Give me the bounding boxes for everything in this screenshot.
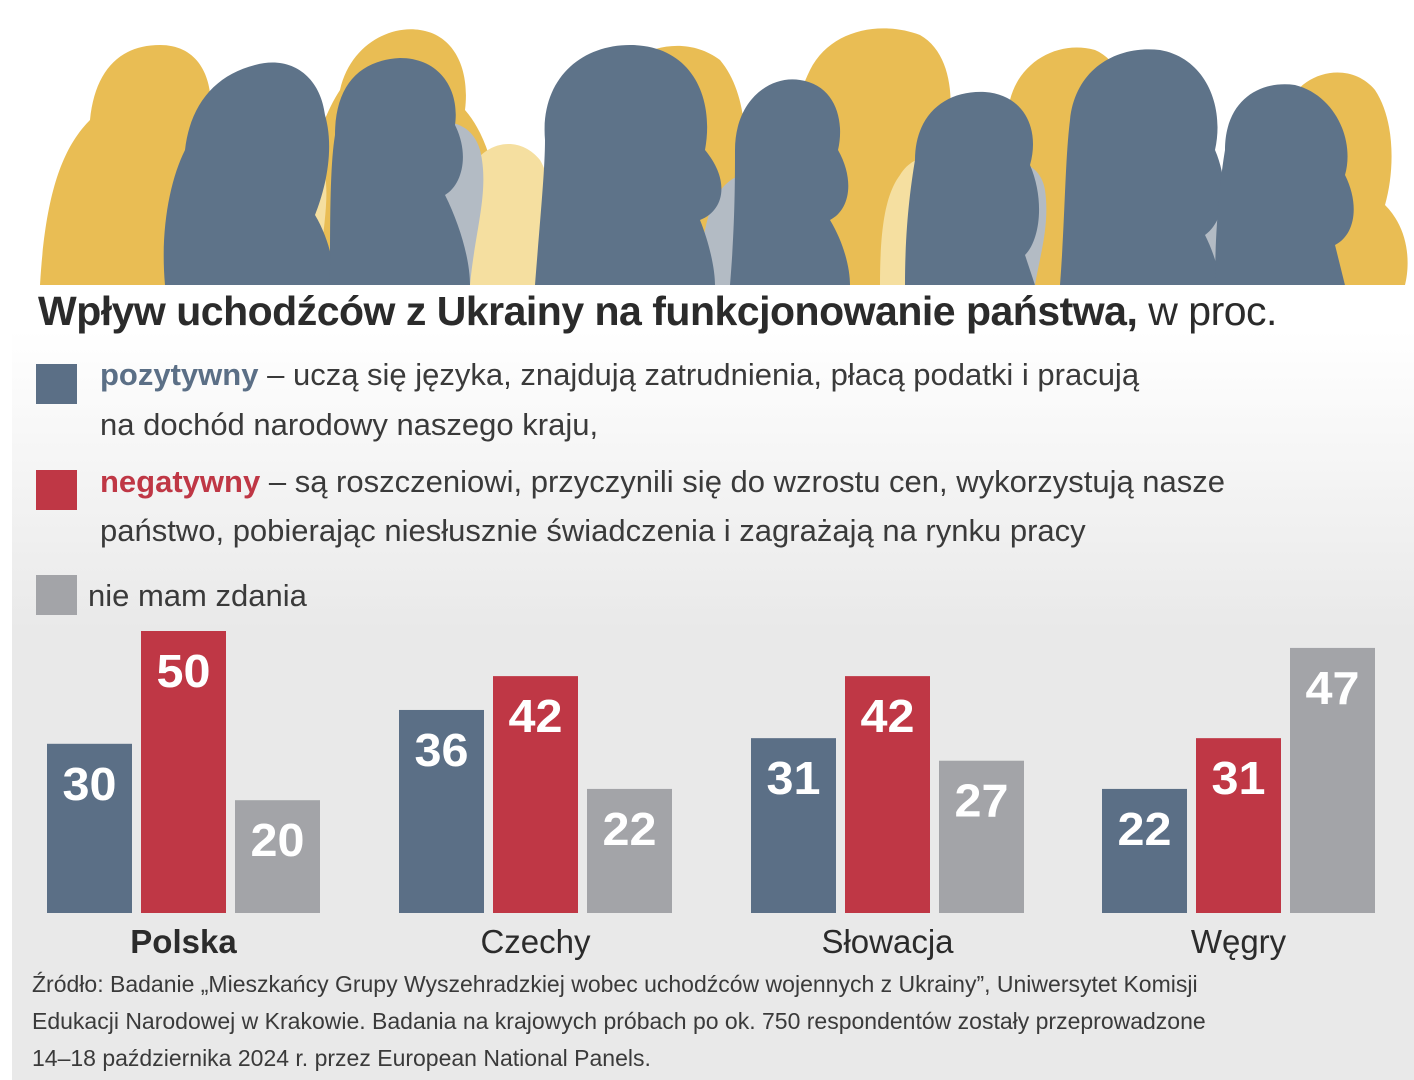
silhouettes-illustration xyxy=(40,28,1408,286)
value-label-wegry-pozytywny: 22 xyxy=(1118,803,1172,855)
legend-positive-key: pozytywny xyxy=(100,357,259,392)
chart-title: Wpływ uchodźców z Ukrainy na funkcjonowa… xyxy=(38,288,1277,335)
value-label-czechy-negatywny: 42 xyxy=(509,690,563,742)
bar-wegry-nie-mam-zdania xyxy=(1290,647,1375,913)
bar-polska-nie-mam-zdania xyxy=(235,800,320,913)
legend-swatch-no-opinion xyxy=(36,575,77,615)
category-label-polska: Polska xyxy=(130,923,237,960)
source-line-3: 14–18 października 2024 r. przez Europea… xyxy=(32,1045,651,1071)
legend-positive-text2: na dochód narodowy naszego kraju, xyxy=(100,407,599,442)
source-line-1: Źródło: Badanie „Mieszkańcy Grupy Wyszeh… xyxy=(32,971,1198,997)
value-label-polska-pozytywny: 30 xyxy=(63,758,117,810)
legend-positive-line1: pozytywny – uczą się języka, znajdują za… xyxy=(100,357,1139,393)
value-label-slowacja-nie-mam-zdania: 27 xyxy=(955,775,1009,827)
source-line-2: Edukacji Narodowej w Krakowie. Badania n… xyxy=(32,1008,1206,1034)
bar-polska-pozytywny xyxy=(47,743,132,913)
bar-czechy-negatywny xyxy=(493,676,578,913)
value-label-czechy-pozytywny: 36 xyxy=(415,724,469,776)
value-label-polska-negatywny: 50 xyxy=(157,645,211,697)
bar-slowacja-nie-mam-zdania xyxy=(939,760,1024,913)
value-label-wegry-nie-mam-zdania: 47 xyxy=(1306,662,1360,714)
value-label-wegry-negatywny: 31 xyxy=(1212,752,1266,804)
legend-negative-key: negatywny xyxy=(100,464,261,499)
value-label-slowacja-negatywny: 42 xyxy=(861,690,915,742)
chart-title-unit: w proc. xyxy=(1148,288,1277,334)
category-label-czechy: Czechy xyxy=(480,923,591,960)
category-label-wegry: Węgry xyxy=(1191,923,1287,960)
bar-slowacja-pozytywny xyxy=(751,738,836,913)
chart-title-main: Wpływ uchodźców z Ukrainy na funkcjonowa… xyxy=(38,288,1138,334)
bar-slowacja-negatywny xyxy=(845,676,930,913)
bar-wegry-pozytywny xyxy=(1102,788,1187,913)
legend-negative-line1: negatywny – są roszczeniowi, przyczynili… xyxy=(100,464,1225,500)
source-note: Źródło: Badanie „Mieszkańcy Grupy Wyszeh… xyxy=(32,966,1402,1077)
bar-czechy-nie-mam-zdania xyxy=(587,788,672,913)
bar-polska-negatywny xyxy=(141,631,226,913)
legend-negative-text2: państwo, pobierając niesłusznie świadcze… xyxy=(100,513,1086,548)
value-label-slowacja-pozytywny: 31 xyxy=(767,752,821,804)
bar-wegry-negatywny xyxy=(1196,738,1281,913)
value-label-polska-nie-mam-zdania: 20 xyxy=(251,814,305,866)
legend-swatch-positive xyxy=(36,364,77,404)
value-label-czechy-nie-mam-zdania: 22 xyxy=(603,803,657,855)
legend-no-opinion-label: nie mam zdania xyxy=(88,578,307,613)
background-fade xyxy=(12,330,1414,630)
silhouette-front-row xyxy=(163,45,1354,286)
legend-swatch-negative xyxy=(36,470,77,510)
legend-positive-text1: – uczą się języka, znajdują zatrudnienia… xyxy=(267,357,1140,392)
category-label-slowacja: Słowacja xyxy=(821,923,954,960)
legend-negative-text1: – są roszczeniowi, przyczynili się do wz… xyxy=(268,464,1226,499)
bar-czechy-pozytywny xyxy=(399,709,484,913)
